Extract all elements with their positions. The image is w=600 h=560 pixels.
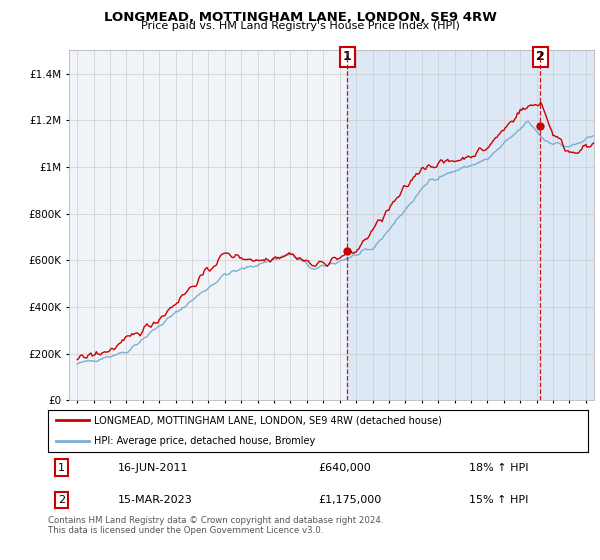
Text: LONGMEAD, MOTTINGHAM LANE, LONDON, SE9 4RW: LONGMEAD, MOTTINGHAM LANE, LONDON, SE9 4… <box>104 11 496 24</box>
Text: £640,000: £640,000 <box>318 463 371 473</box>
Text: HPI: Average price, detached house, Bromley: HPI: Average price, detached house, Brom… <box>94 436 315 446</box>
Text: 18% ↑ HPI: 18% ↑ HPI <box>469 463 529 473</box>
Text: 2: 2 <box>58 495 65 505</box>
Text: LONGMEAD, MOTTINGHAM LANE, LONDON, SE9 4RW (detached house): LONGMEAD, MOTTINGHAM LANE, LONDON, SE9 4… <box>94 416 442 426</box>
Text: 15-MAR-2023: 15-MAR-2023 <box>118 495 193 505</box>
Text: 1: 1 <box>343 50 352 63</box>
Bar <box>347 50 594 400</box>
Text: Price paid vs. HM Land Registry's House Price Index (HPI): Price paid vs. HM Land Registry's House … <box>140 21 460 31</box>
Text: 1: 1 <box>58 463 65 473</box>
Text: 16-JUN-2011: 16-JUN-2011 <box>118 463 188 473</box>
Text: Contains HM Land Registry data © Crown copyright and database right 2024.
This d: Contains HM Land Registry data © Crown c… <box>48 516 383 535</box>
Text: 15% ↑ HPI: 15% ↑ HPI <box>469 495 529 505</box>
Text: 2: 2 <box>536 50 544 63</box>
Text: £1,175,000: £1,175,000 <box>318 495 381 505</box>
